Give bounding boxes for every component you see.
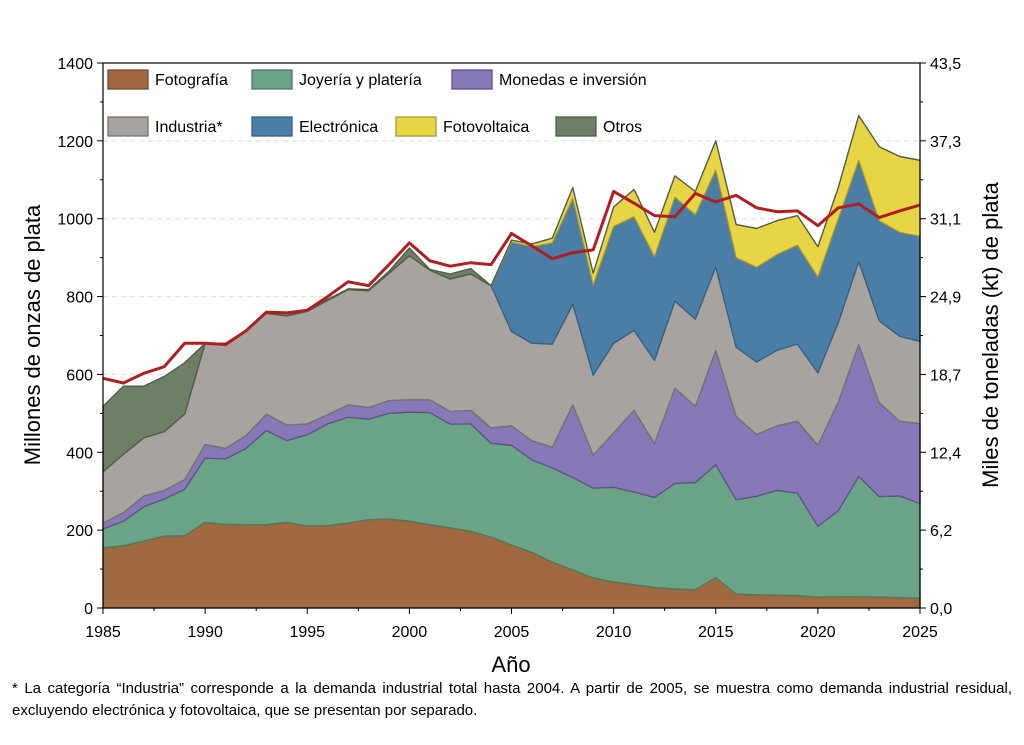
legend-swatch-industria (107, 116, 149, 137)
y-tick-label-right: 6,2 (930, 523, 952, 540)
x-tick-label: 1990 (187, 624, 223, 641)
x-tick-label: 2005 (494, 624, 530, 641)
legend-label-monedas-e-inversión: Monedas e inversión (499, 72, 647, 89)
x-tick-label: 2025 (902, 624, 938, 641)
legend-swatch-joyería-y-platería (251, 69, 293, 90)
legend-swatch-fotovoltaica (395, 116, 437, 137)
legend-swatch-electrónica (251, 116, 293, 137)
x-tick-label: 1985 (85, 624, 121, 641)
y-axis-label-right: Miles de toneladas (kt) de plata (978, 181, 1003, 487)
legend-swatch-otros (555, 116, 597, 137)
x-tick-label: 2015 (698, 624, 734, 641)
legend-label-fotovoltaica: Fotovoltaica (443, 119, 529, 136)
legend-label-fotografía: Fotografía (155, 72, 228, 89)
y-tick-label-left: 800 (66, 290, 93, 307)
y-tick-label-right: 43,5 (930, 56, 961, 73)
y-tick-label-left: 1200 (57, 134, 93, 151)
footnote: * La categoría “Industria” corresponde a… (12, 680, 1012, 719)
legend-label-otros: Otros (603, 119, 642, 136)
y-axis-label-left: Millones de onzas de plata (20, 204, 45, 465)
y-tick-label-left: 1000 (57, 212, 93, 229)
legend-label-joyería-y-platería: Joyería y platería (299, 72, 422, 89)
y-tick-label-right: 0,0 (930, 601, 952, 618)
legend-label-electrónica: Electrónica (299, 119, 378, 136)
y-tick-label-left: 1400 (57, 56, 93, 73)
y-tick-label-right: 24,9 (930, 290, 961, 307)
y-tick-label-left: 0 (84, 601, 93, 618)
x-tick-label: 2000 (392, 624, 428, 641)
area-otros (102, 114, 921, 473)
y-tick-label-right: 31,1 (930, 212, 961, 229)
y-tick-label-left: 400 (66, 445, 93, 462)
legend-label-industria: Industria* (155, 119, 223, 136)
x-axis-label: Año (491, 652, 530, 677)
x-tick-label: 2020 (800, 624, 836, 641)
y-tick-label-right: 12,4 (930, 445, 961, 462)
x-tick-label: 2010 (596, 624, 632, 641)
legend-swatch-fotografía (107, 69, 149, 90)
y-tick-label-left: 200 (66, 523, 93, 540)
y-tick-label-right: 37,3 (930, 134, 961, 151)
total-line (102, 189, 921, 385)
y-tick-label-right: 18,7 (930, 367, 961, 384)
y-tick-label-left: 600 (66, 367, 93, 384)
x-tick-label: 1995 (289, 624, 325, 641)
legend-swatch-monedas-e-inversión (451, 69, 493, 90)
